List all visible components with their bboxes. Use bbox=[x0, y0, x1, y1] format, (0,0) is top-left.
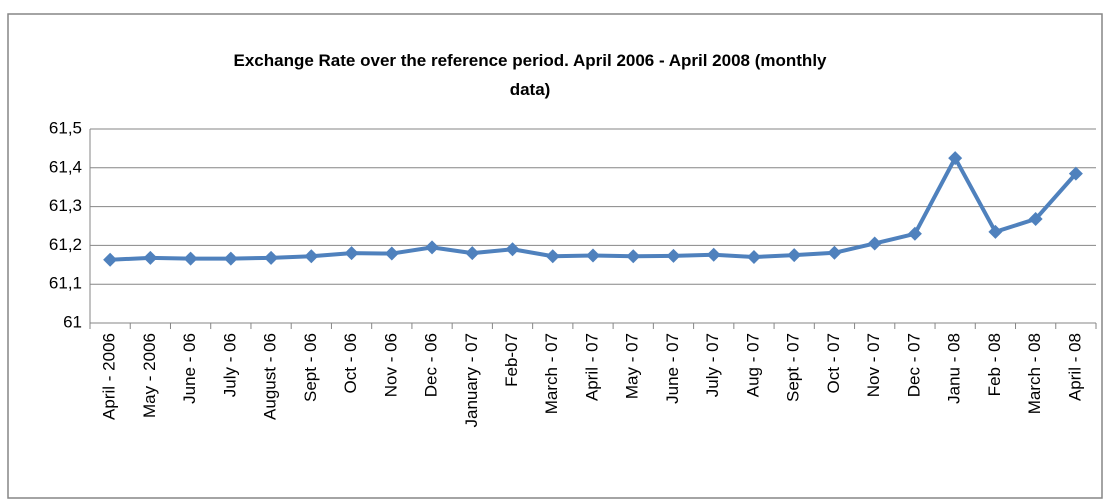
x-tick-label: May - 07 bbox=[623, 333, 642, 399]
y-tick-label: 61,3 bbox=[49, 196, 82, 215]
marker bbox=[706, 247, 721, 262]
x-tick-label: Dec - 07 bbox=[904, 333, 923, 397]
x-tick-label: May - 2006 bbox=[140, 333, 159, 418]
x-tick-label: July - 07 bbox=[703, 333, 722, 397]
marker bbox=[1068, 166, 1083, 181]
x-tick-label: Oct - 06 bbox=[341, 333, 360, 393]
marker bbox=[787, 248, 802, 263]
x-tick-label: January - 07 bbox=[462, 333, 481, 428]
marker bbox=[304, 249, 319, 264]
marker bbox=[1028, 212, 1043, 227]
marker bbox=[666, 248, 681, 263]
marker bbox=[907, 226, 922, 241]
x-tick-label: Aug - 07 bbox=[743, 333, 762, 397]
x-tick-label: April - 2006 bbox=[100, 333, 119, 420]
marker bbox=[264, 250, 279, 265]
x-tick-label: Nov - 07 bbox=[864, 333, 883, 397]
marker bbox=[505, 242, 520, 257]
y-tick-label: 61,4 bbox=[49, 157, 82, 176]
x-tick-label: June - 07 bbox=[663, 333, 682, 404]
marker bbox=[586, 248, 600, 263]
chart-title: Exchange Rate over the reference period.… bbox=[234, 51, 828, 99]
y-tick-label: 61,1 bbox=[49, 274, 82, 293]
marker bbox=[626, 249, 641, 264]
marker bbox=[223, 251, 238, 266]
marker bbox=[988, 224, 1003, 239]
x-tick-label: Sept - 07 bbox=[784, 333, 803, 402]
x-tick-label: Oct - 07 bbox=[824, 333, 843, 393]
marker bbox=[948, 151, 963, 166]
x-tick-label: March - 08 bbox=[1025, 333, 1044, 414]
x-tick-label: April - 07 bbox=[582, 333, 601, 401]
marker bbox=[384, 246, 399, 261]
marker bbox=[183, 251, 198, 266]
x-tick-label: Janu - 08 bbox=[945, 333, 964, 404]
marker bbox=[344, 246, 359, 261]
marker bbox=[545, 249, 560, 264]
marker bbox=[143, 250, 158, 265]
marker bbox=[425, 240, 440, 255]
y-tick-label: 61,2 bbox=[49, 235, 82, 254]
x-tick-label: April - 08 bbox=[1065, 333, 1084, 401]
x-tick-label: August - 06 bbox=[261, 333, 280, 420]
x-tick-label: June - 06 bbox=[180, 333, 199, 404]
marker bbox=[867, 236, 882, 251]
x-tick-label: July - 06 bbox=[220, 333, 239, 397]
y-tick-label: 61 bbox=[63, 312, 82, 331]
x-tick-label: Feb - 08 bbox=[985, 333, 1004, 396]
marker bbox=[465, 246, 480, 261]
marker bbox=[827, 245, 842, 260]
marker bbox=[103, 252, 118, 267]
x-tick-label: Dec - 06 bbox=[422, 333, 441, 397]
x-tick-label: Feb-07 bbox=[502, 333, 521, 387]
x-tick-label: March - 07 bbox=[542, 333, 561, 414]
y-tick-label: 61,5 bbox=[49, 118, 82, 137]
x-tick-label: Nov - 06 bbox=[381, 333, 400, 397]
marker bbox=[746, 250, 761, 265]
x-tick-label: Sept - 06 bbox=[301, 333, 320, 402]
